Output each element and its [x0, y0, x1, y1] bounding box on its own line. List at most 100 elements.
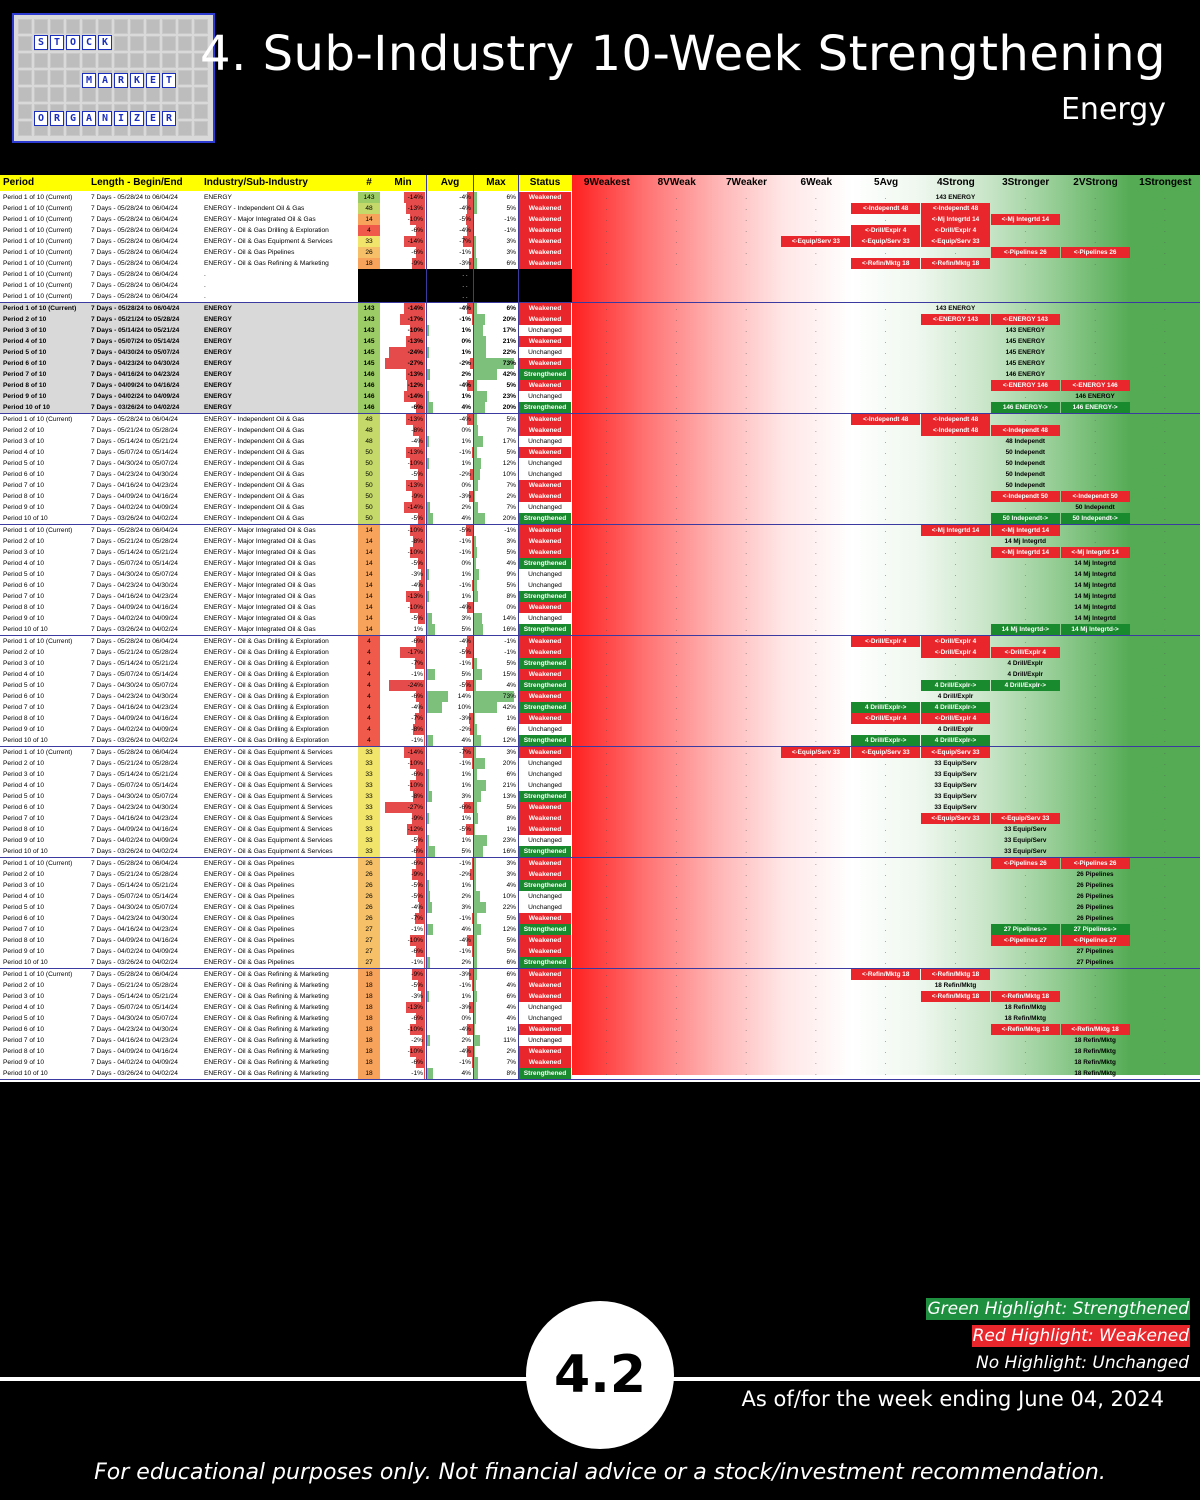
avg-cell: -4% — [427, 380, 473, 391]
logo-letter: C — [82, 35, 96, 50]
status-badge: Weakened — [519, 1057, 571, 1068]
zone-dot: . — [1024, 893, 1027, 900]
avg-cell: -1% — [427, 447, 473, 458]
industry-cell: ENERGY - Oil & Gas Refining & Marketing — [204, 1004, 329, 1011]
count-cell: 4 — [358, 669, 380, 680]
zone-dot: . — [745, 549, 747, 556]
zone-dot: . — [815, 660, 817, 667]
zone-marker: 4 Drill/Explr — [1007, 660, 1044, 667]
industry-cell: ENERGY - Oil & Gas Equipment & Services — [204, 837, 333, 844]
zone-marker: 27 Pipelines — [1076, 959, 1114, 966]
zone-dot: . — [605, 749, 608, 756]
avg-cell: -3% — [427, 491, 473, 502]
avg-value: 2% — [461, 959, 471, 966]
zone-dot: . — [745, 538, 747, 545]
zone-dot: . — [1164, 1004, 1166, 1011]
zone-dot: . — [605, 693, 608, 700]
max-bar — [474, 591, 479, 602]
max-value: 42% — [502, 371, 516, 378]
zone-dot: . — [1164, 504, 1166, 511]
period-cell: Period 3 of 10 — [3, 660, 45, 667]
zone-dot: . — [675, 1004, 678, 1011]
zone-dot: . — [745, 837, 747, 844]
max-value: 16% — [502, 626, 516, 633]
zone-dot: . — [745, 427, 747, 434]
table-row: Period 6 of 10 7 Days - 04/23/24 to 04/30… — [0, 1024, 1200, 1035]
avg-cell: 1% — [427, 391, 473, 402]
avg-bar — [470, 358, 473, 369]
zone-dot: . — [954, 860, 957, 867]
period-cell: Period 2 of 10 — [3, 871, 45, 878]
zone-dot: . — [675, 238, 678, 245]
zone-marker: <-Mj Integrtd 14 — [921, 214, 990, 225]
min-value: -24% — [407, 349, 423, 356]
min-bar — [419, 902, 425, 913]
zone-dot: . — [1094, 749, 1096, 756]
zone-dot: . — [605, 671, 608, 678]
logo-cell — [178, 70, 192, 85]
avg-bar — [427, 591, 429, 602]
zone-marker: <-Independt 48 — [851, 203, 921, 214]
zone-dot: . — [1094, 416, 1096, 423]
count-cell: 48 — [358, 425, 380, 436]
zone-dot: . — [884, 882, 887, 889]
zone-marker: 145 ENERGY — [1005, 349, 1046, 356]
zone-dot: . — [1094, 848, 1096, 855]
zone-column-bg — [641, 175, 713, 1075]
status-badge: Weakened — [519, 1024, 571, 1035]
zone-dot: . — [1164, 993, 1166, 1000]
min-cell: -12% — [381, 380, 425, 391]
max-value: 10% — [502, 471, 516, 478]
min-cell: -13% — [381, 447, 425, 458]
industry-cell: ENERGY - Oil & Gas Pipelines — [204, 948, 295, 955]
zone-dot: . — [1024, 693, 1027, 700]
avg-cell: -1% — [427, 658, 473, 669]
industry-cell: . — [204, 271, 206, 278]
min-bar — [405, 591, 425, 602]
max-cell: 73% — [474, 691, 518, 702]
min-cell: -6% — [381, 247, 425, 258]
count-cell: 50 — [358, 491, 380, 502]
min-bar — [416, 247, 425, 258]
zone-dot: . — [1164, 915, 1166, 922]
avg-bar — [470, 469, 473, 480]
status-badge: Unchanged — [519, 458, 571, 469]
length-cell: 7 Days - 04/09/24 to 04/16/24 — [91, 604, 178, 611]
industry-cell: ENERGY - Independent Oil & Gas — [204, 449, 305, 456]
group-divider — [0, 857, 1200, 858]
logo-letter: E — [146, 73, 160, 88]
industry-cell: ENERGY - Oil & Gas Equipment & Services — [204, 749, 333, 756]
zone-dot: . — [884, 1059, 887, 1066]
zone-dot: . — [745, 393, 747, 400]
length-cell: 7 Days - 04/30/24 to 05/07/24 — [91, 793, 178, 800]
count-cell: 4 — [358, 658, 380, 669]
zone-empty — [712, 280, 781, 291]
max-cell: -1% — [474, 214, 518, 225]
avg-cell: 4% — [427, 735, 473, 746]
max-cell: 5% — [474, 802, 518, 813]
zone-dot: . — [1094, 682, 1096, 689]
status-badge: Unchanged — [519, 724, 571, 735]
logo-cell — [178, 87, 192, 102]
zone-dot: . — [1024, 593, 1027, 600]
zone-dot: . — [884, 216, 887, 223]
status-badge: Weakened — [519, 525, 571, 536]
min-cell: -6% — [381, 636, 425, 647]
table-row: Period 1 of 10 (Current) 7 Days - 05/28/2… — [0, 247, 1200, 258]
table-row: Period 2 of 10 7 Days - 05/21/24 to 05/28… — [0, 647, 1200, 658]
max-bar — [474, 735, 481, 746]
min-value: -6% — [411, 638, 423, 645]
zone-marker: 27 Pipelines — [1076, 948, 1114, 955]
zone-dot: . — [884, 615, 887, 622]
min-cell: -7% — [381, 913, 425, 924]
min-value: 1% — [413, 626, 423, 633]
zone-marker: <-Drill/Explr 4 — [921, 225, 990, 236]
min-bar — [410, 547, 425, 558]
zone-dot: . — [815, 360, 817, 367]
industry-cell: ENERGY - Major Integrated Oil & Gas — [204, 615, 316, 622]
row-shade — [0, 314, 358, 325]
zone-dot: . — [815, 848, 817, 855]
min-bar — [417, 613, 425, 624]
header-bg — [0, 175, 572, 191]
zone-dot: . — [884, 504, 887, 511]
